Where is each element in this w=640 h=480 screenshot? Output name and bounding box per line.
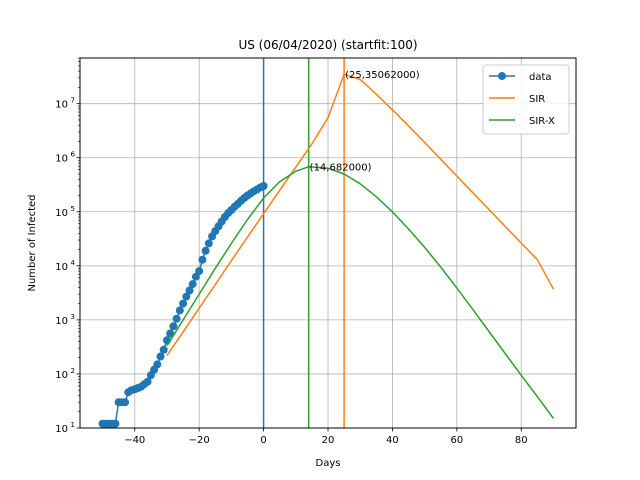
y-tick-label: 10 (55, 316, 68, 327)
data-point (166, 329, 175, 338)
legend-entry-data: data (489, 72, 552, 83)
data-point (182, 292, 191, 301)
peak-annotation: (25,35062000) (345, 70, 420, 81)
legend-box (482, 64, 570, 135)
data-point (259, 182, 268, 190)
x-tick-label: −40 (124, 435, 145, 446)
series-line-sir (166, 73, 555, 356)
data-point (175, 306, 184, 315)
y-tick-exponent: 7 (71, 97, 75, 105)
peak-annotation: (14,682000) (310, 163, 372, 174)
legend: data SIR SIR-X (482, 64, 570, 135)
annotations: (25,35062000) (14,682000) (310, 70, 420, 173)
data-point (201, 246, 210, 255)
y-tick-exponent: 2 (71, 367, 75, 375)
legend-label: SIR-X (529, 116, 555, 127)
y-tick-label: 10 (55, 424, 68, 435)
y-tick-label: 10 (55, 208, 68, 219)
data-point (185, 286, 194, 295)
x-tick-label: 40 (386, 435, 399, 446)
data-point (159, 345, 168, 354)
data-point (111, 419, 120, 428)
legend-entry-sir-x: SIR-X (489, 116, 555, 127)
y-tick-exponent: 5 (71, 205, 75, 213)
legend-label: data (529, 72, 552, 83)
data-point (143, 377, 152, 386)
y-tick-label: 10 (55, 262, 68, 273)
x-axis-label: Days (316, 458, 341, 469)
chart-title: US (06/04/2020) (startfit:100) (238, 38, 417, 52)
data-point (156, 352, 165, 361)
x-tick-label: −20 (189, 435, 210, 446)
y-tick-exponent: 6 (71, 151, 76, 159)
x-axis-ticks: −40 −20 0 20 40 60 80 (124, 428, 528, 446)
x-tick-label: 80 (515, 435, 528, 446)
y-tick-label: 10 (55, 370, 68, 381)
series-layer (98, 73, 555, 428)
legend-entry-sir: SIR (489, 94, 545, 105)
data-point (121, 398, 130, 407)
legend-label: SIR (529, 94, 545, 105)
y-tick-label: 10 (55, 100, 68, 111)
y-tick-exponent: 3 (71, 313, 75, 321)
series-line-sir-x (166, 165, 555, 419)
x-tick-label: 20 (322, 435, 335, 446)
data-point (153, 360, 162, 369)
x-tick-label: 60 (450, 435, 463, 446)
x-tick-label: 0 (260, 435, 266, 446)
data-point (188, 280, 197, 289)
data-point (179, 299, 188, 308)
data-point (195, 267, 204, 276)
y-tick-exponent: 4 (71, 259, 76, 267)
data-point (172, 314, 181, 323)
y-axis-label: Number of Infected (27, 194, 38, 291)
data-point (204, 239, 213, 248)
y-tick-exponent: 1 (71, 421, 75, 429)
data-point (198, 255, 207, 264)
data-point (169, 322, 178, 331)
vertical-markers (262, 58, 345, 428)
y-tick-label: 10 (55, 154, 68, 165)
